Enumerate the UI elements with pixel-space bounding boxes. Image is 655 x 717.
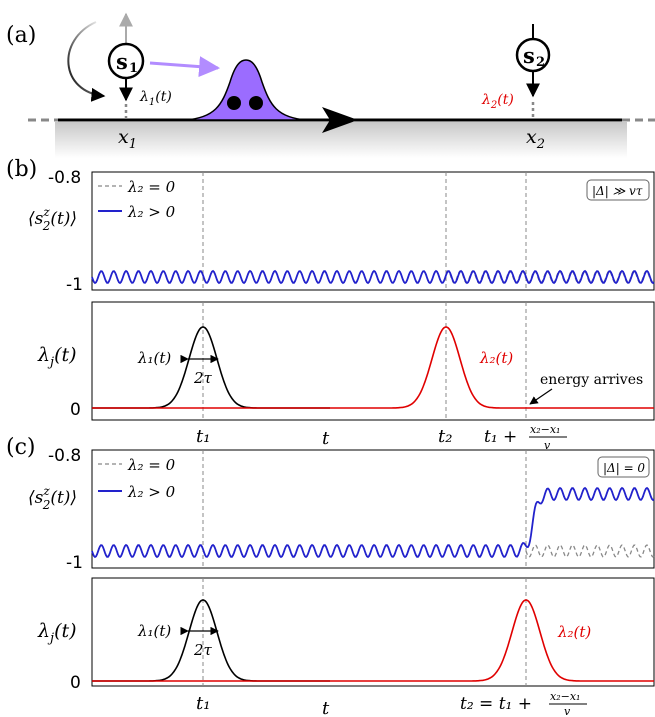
panel-b-frac-den: v	[544, 439, 551, 452]
panel-c-tick-t2: t₂ = t₁ +	[460, 694, 532, 714]
spin1-label: s	[116, 49, 128, 74]
panel-b-legend-solid: λ₂ > 0	[127, 203, 176, 221]
spin1-circle	[107, 42, 145, 80]
propagation-arrow-icon	[322, 107, 358, 133]
panel-c-lambda1-label: λ₁(t)	[137, 622, 171, 640]
spin2-label: s	[523, 43, 535, 68]
panel-c-regime: |Δ| = 0	[603, 461, 645, 475]
panel-b-ytick-top: -0.8	[48, 168, 81, 188]
panel-c-bottom-axes	[91, 577, 655, 687]
emission-arrow	[149, 56, 221, 78]
panel-b-lambda2-pulse	[92, 326, 654, 409]
panel-b-frac-num: x₂−x₁	[530, 423, 560, 436]
panel-b-tick-t2: t₂	[438, 426, 452, 447]
spin1-flip-curl-arrow	[67, 21, 106, 102]
panel-c-lambda2-label: λ₂(t)	[557, 623, 591, 641]
panel-b-lambda1-pulse	[92, 326, 330, 409]
panel-c-legend-solid: λ₂ > 0	[127, 483, 176, 501]
photon-dot-2	[249, 96, 263, 110]
spin2-sub: 2	[536, 55, 545, 70]
spin1-sub: 1	[129, 61, 138, 76]
panel-c-ytick-bottom: -1	[66, 553, 83, 573]
lambda2-label: λ2(t)	[481, 92, 514, 111]
panel-c-frac-den: v	[564, 705, 571, 717]
panel-b-series-solid	[91, 269, 655, 285]
panel-c-width-label: 2τ	[193, 641, 213, 659]
panel-c-ytick-top: -0.8	[48, 446, 81, 466]
panel-c-legend-dashed: λ₂ = 0	[127, 456, 176, 474]
panel-b: (b) -0.8 -1 ⟨sz 2(t)⟩ λ₂ = 0 λ₂ > 0 |Δ| ≫…	[6, 157, 655, 452]
panel-c-ytick-zero: 0	[70, 673, 81, 693]
panel-c-label: (c)	[6, 435, 36, 460]
panel-b-ytick-zero: 0	[70, 400, 81, 420]
panel-c-lambda2-pulse	[92, 599, 654, 682]
panel-b-tick-t1: t₁	[196, 426, 210, 447]
waveguide-shadow	[55, 122, 627, 158]
panel-b-width-label: 2τ	[193, 369, 213, 387]
panel-b-bottom-axes	[91, 301, 655, 421]
panel-b-tick-arrive: t₁ +	[484, 427, 517, 447]
panel-c-tick-t: t	[322, 698, 330, 717]
panel-b-label: (b)	[6, 157, 37, 182]
panel-b-tick-t: t	[322, 428, 330, 449]
panel-c-series-solid	[91, 486, 655, 559]
panel-b-lambda1-label: λ₁(t)	[137, 349, 171, 367]
panel-b-top-ylabel: ⟨sz 2(t)⟩	[28, 205, 77, 233]
panel-b-ytick-bottom: -1	[66, 275, 83, 295]
panel-a: (a) s 1 λ1(t) x1 s 2	[6, 12, 655, 158]
panel-b-energy-annotation: energy arrives	[540, 372, 643, 388]
panel-c-top-axes	[91, 449, 655, 569]
panel-c-regime-box	[597, 456, 650, 478]
panel-c-bottom-ylabel: λj(t)	[37, 620, 77, 646]
panel-b-energy-arrow	[529, 388, 553, 405]
panel-b-legend-dashed: λ₂ = 0	[127, 178, 176, 196]
panel-b-lambda2-label: λ₂(t)	[479, 349, 513, 367]
x2-label: x2	[526, 126, 545, 152]
lambda1-label: λ1(t)	[139, 89, 172, 108]
panel-c: (c) -0.8 -1 ⟨sz 2(t)⟩ λ₂ = 0 λ₂ > 0 |Δ| =…	[6, 435, 655, 717]
photon-wavepacket	[184, 59, 308, 121]
panel-c-tick-t1: t₁	[196, 693, 210, 714]
panel-b-bottom-ylabel: λj(t)	[37, 344, 77, 370]
panel-b-top-axes	[91, 171, 655, 291]
x1-label: x1	[118, 126, 137, 152]
photon-dot-1	[227, 96, 241, 110]
panel-c-frac-num: x₂−x₁	[550, 690, 580, 703]
spin2-circle	[515, 37, 551, 73]
panel-b-regime-box	[586, 179, 650, 201]
panel-a-label: (a)	[6, 23, 36, 48]
panel-b-regime: |Δ| ≫ vτ	[592, 184, 643, 198]
panel-c-top-ylabel: ⟨sz 2(t)⟩	[28, 484, 77, 512]
panel-c-series-dashed	[525, 544, 655, 558]
